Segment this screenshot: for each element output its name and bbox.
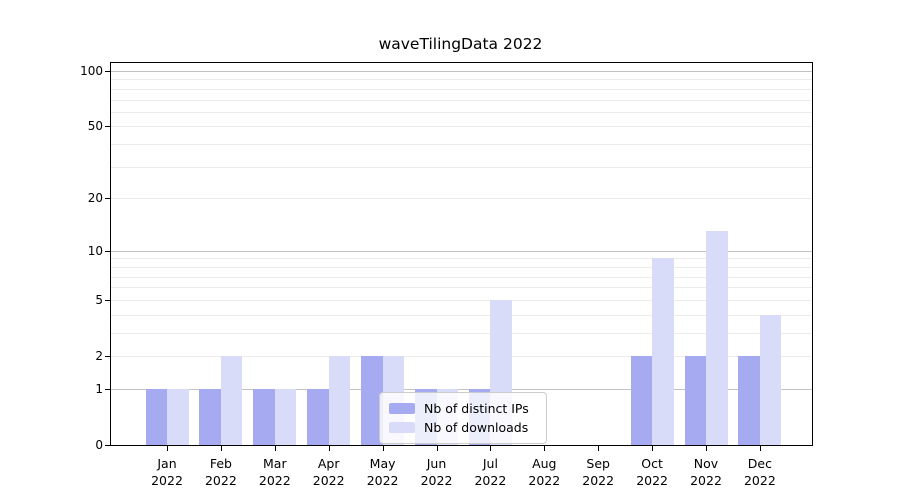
x-axis-tick (544, 446, 546, 451)
bar-downloads-4 (328, 356, 351, 445)
y-axis-label: 5 (95, 292, 103, 307)
legend-row: Nb of downloads (389, 418, 536, 437)
major-gridline (111, 250, 812, 252)
bar-distinct-ips-4 (307, 388, 329, 445)
minor-gridline (111, 126, 812, 128)
y-axis-label: 2 (95, 349, 103, 363)
y-axis-tick (105, 71, 111, 72)
y-axis-tick (105, 388, 111, 390)
x-axis-tick (436, 446, 438, 451)
legend-label: Nb of distinct IPs (424, 401, 529, 416)
y-axis-tick (105, 198, 111, 200)
major-gridline (111, 388, 812, 390)
legend-label: Nb of downloads (424, 420, 529, 435)
x-axis-tick (328, 446, 330, 451)
x-axis-label: May 2022 (366, 456, 399, 488)
x-axis-tick (167, 446, 168, 451)
chart-title: waveTilingData 2022 (378, 35, 543, 53)
y-axis-tick (105, 250, 111, 252)
minor-gridline (111, 111, 812, 113)
x-axis-tick (706, 446, 707, 451)
minor-gridline (111, 314, 812, 316)
minor-gridline (111, 356, 812, 357)
x-axis-tick (274, 446, 276, 451)
x-axis-label: Jan 2022 (151, 456, 183, 488)
minor-gridline (111, 144, 812, 146)
x-axis-tick (759, 446, 761, 451)
minor-gridline (111, 276, 812, 278)
bar-distinct-ips-1 (145, 388, 167, 445)
minor-gridline (111, 79, 812, 81)
x-axis-label: Sep 2022 (582, 456, 615, 488)
bar-distinct-ips-11 (684, 356, 706, 445)
x-axis-tick (652, 446, 654, 451)
x-axis-label: Jun 2022 (420, 456, 453, 488)
bar-distinct-ips-3 (253, 388, 275, 445)
legend-row: Nb of distinct IPs (389, 399, 536, 418)
y-axis-label: 100 (80, 64, 103, 78)
y-axis-label: 50 (87, 119, 103, 134)
x-axis-tick (220, 446, 222, 451)
x-axis-label: Dec 2022 (743, 456, 776, 488)
plot-area: 0 1 2 5 10 20 50 100 Jan 2022 Feb 2022 Mar 2022 Apr… (80, 62, 813, 488)
bar-distinct-ips-2 (199, 388, 221, 445)
legend: Nb of distinct IPs Nb of downloads (379, 392, 547, 444)
y-axis-label: 1 (95, 381, 103, 396)
bar-downloads-3 (274, 388, 297, 445)
minor-gridline (111, 287, 812, 289)
y-axis-tick (105, 356, 111, 357)
minor-gridline (111, 99, 812, 101)
y-axis-label: 0 (95, 438, 103, 452)
x-axis-tick (598, 446, 600, 451)
minor-gridline (111, 258, 812, 260)
bar-distinct-ips-10 (630, 356, 653, 445)
y-axis-tick (105, 445, 111, 446)
minor-gridline (111, 332, 812, 334)
x-axis-label: Feb 2022 (204, 456, 237, 488)
y-axis-tick (105, 299, 111, 301)
y-axis-label: 20 (87, 191, 103, 206)
bar-distinct-ips-5 (361, 356, 383, 445)
minor-gridline (111, 198, 812, 200)
bar-downloads-12 (759, 314, 782, 445)
x-axis-label: Aug 2022 (528, 456, 561, 488)
bar-downloads-10 (652, 258, 674, 445)
minor-gridline (111, 299, 812, 301)
bar-distinct-ips-12 (738, 356, 760, 445)
x-axis-tick (382, 446, 384, 451)
y-axis-label: 10 (87, 243, 103, 258)
x-axis-label: Jul 2022 (474, 456, 507, 488)
y-axis-tick (105, 126, 111, 128)
minor-gridline (111, 266, 812, 268)
x-axis-tick (490, 446, 492, 451)
x-axis-label: Oct 2022 (636, 456, 668, 488)
minor-gridline (111, 166, 812, 168)
distinct-ips-swatch-icon (389, 403, 415, 414)
bar-downloads-1 (167, 388, 189, 445)
bar-downloads-2 (220, 356, 243, 445)
downloads-swatch-icon (389, 422, 415, 433)
major-gridline (111, 71, 812, 72)
minor-gridline (111, 88, 812, 90)
x-axis-label: Nov 2022 (690, 456, 722, 488)
x-axis-label: Apr 2022 (312, 456, 345, 488)
x-axis-label: Mar 2022 (258, 456, 291, 488)
bar-downloads-11 (706, 231, 728, 445)
